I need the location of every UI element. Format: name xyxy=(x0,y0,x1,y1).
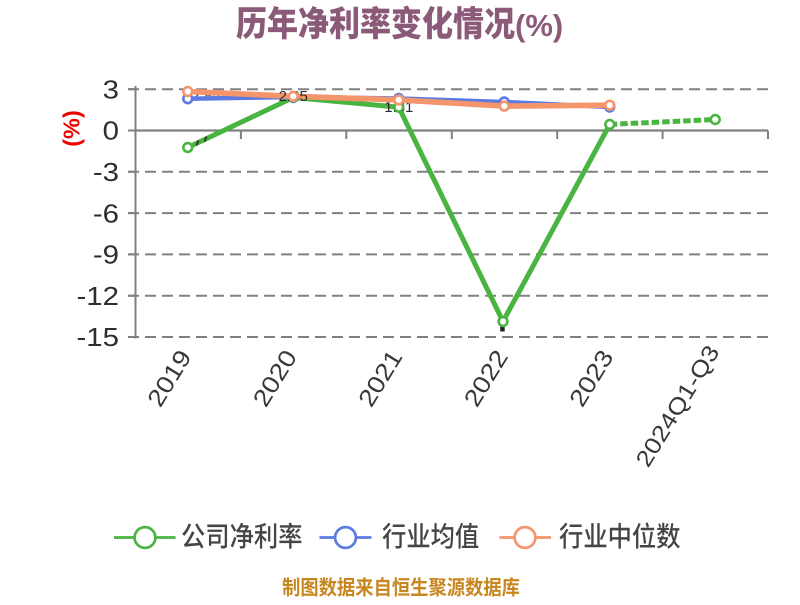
svg-text:0: 0 xyxy=(103,116,119,145)
svg-text:-6: -6 xyxy=(93,199,119,228)
svg-text:(%): (%) xyxy=(515,8,563,43)
svg-text:-3: -3 xyxy=(93,158,119,187)
svg-text:3: 3 xyxy=(103,75,119,104)
svg-text:-9: -9 xyxy=(93,240,119,269)
svg-text:-12: -12 xyxy=(77,282,119,311)
svg-text:(%): (%) xyxy=(59,110,85,147)
svg-text:-15: -15 xyxy=(77,323,119,352)
